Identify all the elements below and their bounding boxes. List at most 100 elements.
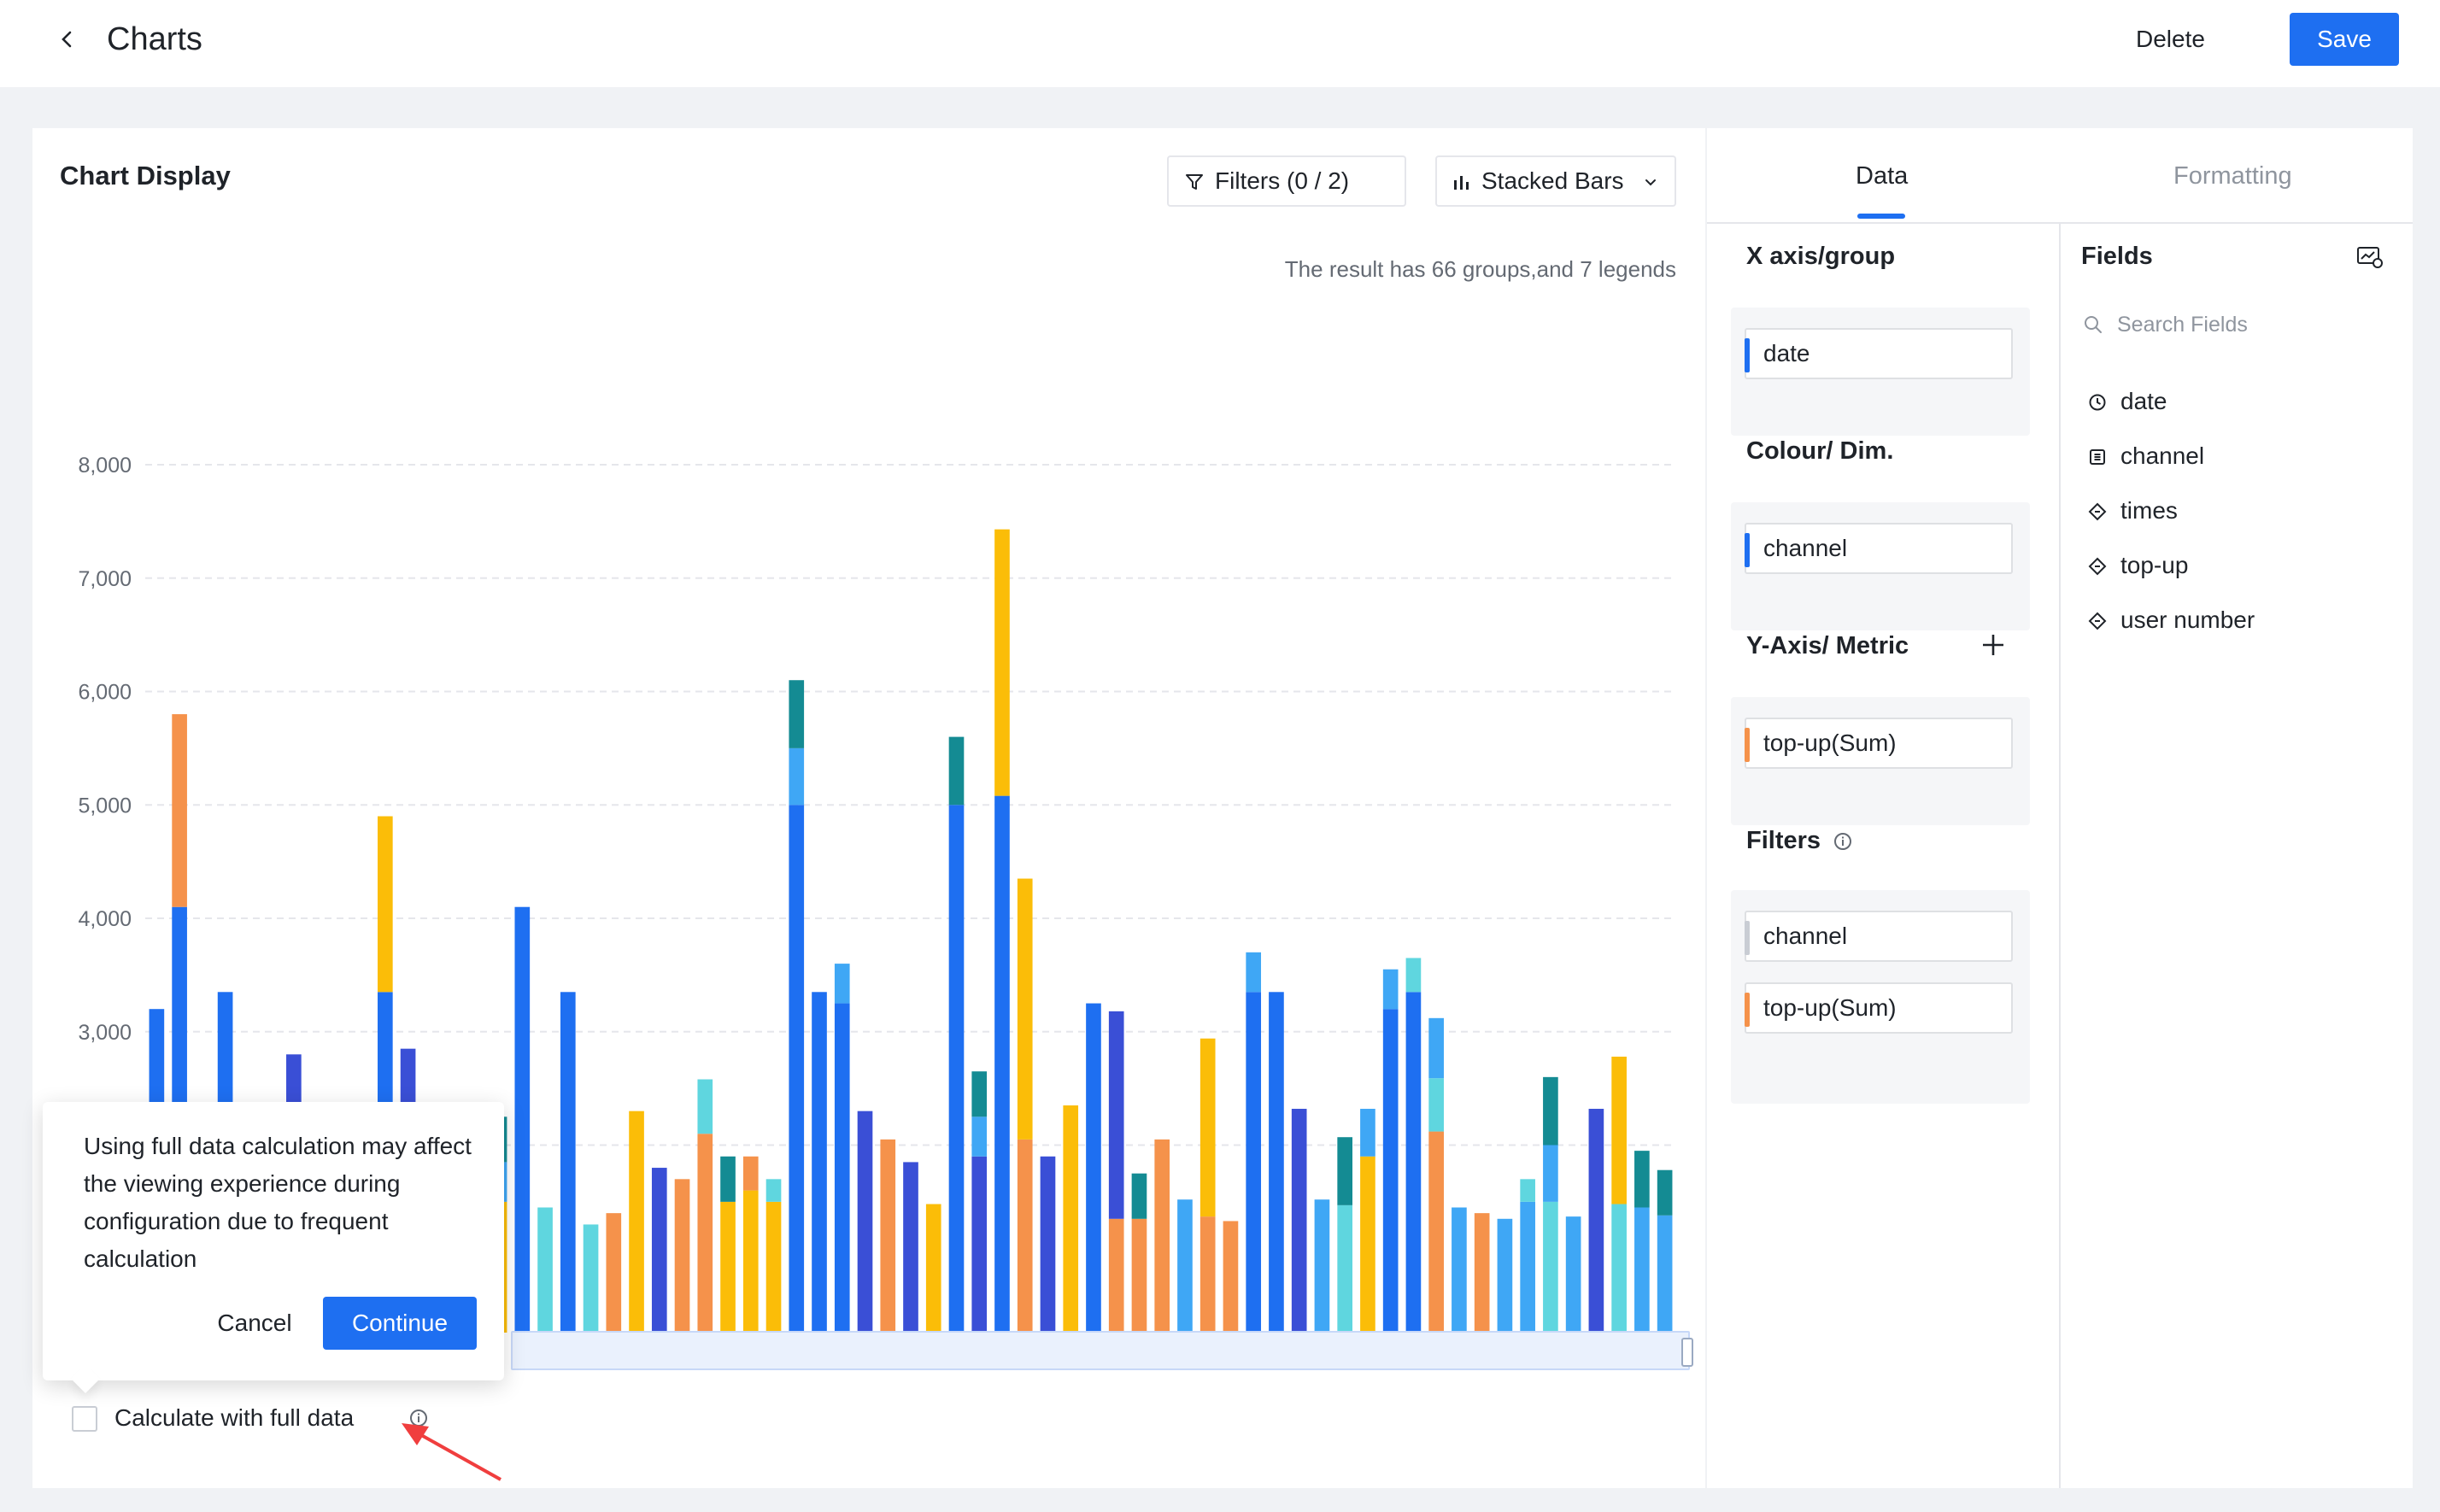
chart-panel-title: Chart Display [60, 161, 231, 190]
bar-segment [583, 1224, 599, 1333]
colour-field-label: channel [1763, 535, 1848, 561]
filter-field-label: top-up(Sum) [1763, 994, 1897, 1021]
save-button[interactable]: Save [2290, 13, 2399, 66]
field-item-label: date [2120, 388, 2167, 414]
bar-segment [1634, 1207, 1650, 1333]
config-panel: Data Formatting X axis/group date Colour… [1707, 128, 2413, 1488]
chevron-down-icon [1645, 179, 1656, 186]
colour-drop-zone[interactable]: channel [1731, 502, 2030, 630]
bar-segment [1657, 1215, 1673, 1333]
clock-icon [2089, 394, 2106, 411]
filter-field-marker [1745, 993, 1750, 1027]
bar-segment [1108, 1011, 1124, 1219]
x-axis-section-title: X axis/group [1746, 243, 1896, 270]
filters-button[interactable]: Filters (0 / 2) [1167, 155, 1406, 207]
bar-segment [1382, 969, 1399, 1010]
bar-segment [1177, 1199, 1193, 1333]
y-tick-label: 7,000 [78, 567, 132, 591]
top-bar: Charts Delete Save [0, 0, 2440, 87]
y-tick-label: 6,000 [78, 681, 132, 705]
colour-section-title: Colour/ Dim. [1746, 437, 1894, 465]
chart-type-select[interactable]: Stacked Bars [1435, 155, 1676, 207]
search-fields-input[interactable] [2117, 306, 2373, 343]
bar-chart-icon [1454, 176, 1469, 190]
number-field-icon [2088, 502, 2107, 521]
full-data-confirm-popover: Using full data calculation may affect t… [43, 1102, 504, 1393]
chevron-left-icon [62, 31, 72, 48]
active-tab-indicator [1857, 214, 1905, 219]
full-data-checkbox[interactable] [72, 1406, 97, 1432]
bar-segment [1154, 1139, 1170, 1333]
bar-segment [1428, 1078, 1444, 1132]
bar-segment [1063, 1105, 1079, 1333]
tab-divider [1707, 222, 2413, 224]
field-item-label: times [2120, 497, 2178, 524]
bar-segment [537, 1207, 553, 1333]
y-axis-field[interactable]: top-up(Sum) [1745, 718, 2013, 769]
bar-segment [1428, 1017, 1444, 1079]
continue-button[interactable]: Continue [323, 1297, 477, 1350]
bar-segment [1543, 1145, 1558, 1202]
bar-segment [1428, 1131, 1444, 1333]
bar-segment [903, 1162, 918, 1333]
filters-drop-zone[interactable]: channel top-up(Sum) [1731, 890, 2030, 1104]
delete-button[interactable]: Delete [2136, 26, 2205, 52]
bar-segment [1314, 1199, 1330, 1333]
bar-segment [1565, 1216, 1581, 1333]
bar-segment [697, 1079, 713, 1134]
filter-field[interactable]: channel [1745, 911, 2013, 962]
field-item-label: top-up [2120, 552, 2189, 578]
bar-segment [1017, 878, 1033, 1140]
colour-field-marker [1745, 533, 1750, 567]
bar-segment [742, 1156, 759, 1191]
bar-segment [812, 992, 827, 1333]
number-field-icon [2088, 557, 2107, 576]
bar-segment [172, 714, 187, 907]
filters-label: Filters (0 / 2) [1215, 167, 1350, 194]
y-axis-field-label: top-up(Sum) [1763, 730, 1897, 756]
result-summary: The result has 66 groups,and 7 legends [1284, 256, 1676, 282]
search-fields[interactable] [2083, 306, 2390, 343]
field-settings-icon[interactable] [2356, 244, 2384, 270]
bar-segment [720, 1156, 736, 1202]
bar-segment [560, 992, 576, 1333]
bar-segment [948, 805, 965, 1333]
y-tick-label: 8,000 [78, 454, 132, 478]
bar-segment [994, 795, 1010, 1333]
bar-segment [1657, 1169, 1673, 1216]
bar-segment [1634, 1151, 1650, 1208]
field-item-label: user number [2120, 607, 2255, 633]
bar-segment [1474, 1213, 1490, 1333]
bar-segment [789, 680, 805, 748]
bar-segment [1246, 952, 1262, 993]
back-button[interactable] [53, 26, 80, 53]
colour-field[interactable]: channel [1745, 523, 2013, 574]
x-axis-field[interactable]: date [1745, 328, 2013, 379]
filters-section-label: Filters [1746, 827, 1821, 854]
tab-data[interactable]: Data [1856, 162, 1909, 190]
info-icon[interactable] [1833, 831, 1853, 852]
number-field-icon [2088, 612, 2107, 630]
search-icon [2085, 316, 2102, 333]
zoom-slider[interactable] [511, 1331, 1693, 1370]
bar-segment [1199, 1038, 1216, 1217]
bar-segment [765, 1201, 782, 1333]
add-metric-icon[interactable] [1980, 632, 2006, 658]
zoom-slider-handle[interactable] [1681, 1338, 1693, 1367]
field-item-label: channel [2120, 442, 2205, 469]
bar-segment [1520, 1201, 1535, 1333]
y-axis-drop-zone[interactable]: top-up(Sum) [1731, 697, 2030, 825]
filter-field[interactable]: top-up(Sum) [1745, 982, 2013, 1034]
bar-segment [1086, 1003, 1101, 1333]
popover-message: Using full data calculation may affect t… [84, 1133, 472, 1272]
tab-formatting[interactable]: Formatting [2173, 162, 2292, 190]
bar-segment [606, 1213, 622, 1333]
bar-segment [789, 747, 805, 806]
y-axis-field-marker [1745, 728, 1750, 762]
x-axis-drop-zone[interactable]: date [1731, 308, 2030, 436]
text-field-icon [2090, 449, 2105, 465]
bar-segment [1543, 1076, 1558, 1146]
bar-segment [1337, 1204, 1353, 1333]
cancel-button[interactable]: Cancel [217, 1310, 292, 1336]
bar-segment [1405, 992, 1422, 1333]
